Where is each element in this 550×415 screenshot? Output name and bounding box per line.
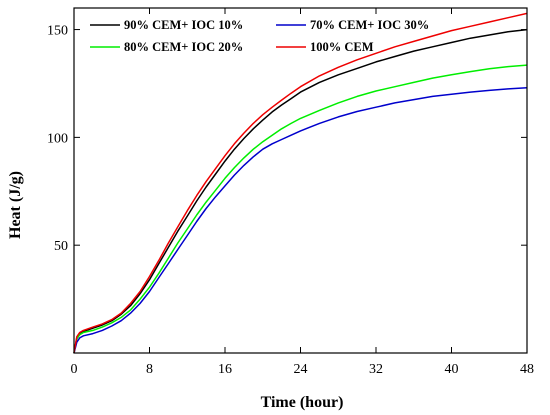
plot-area [73, 12, 528, 354]
legend-label-4: 100% CEM [310, 40, 374, 54]
series-line-2 [73, 64, 528, 354]
y-tick-label: 50 [54, 239, 68, 254]
x-tick-label: 24 [294, 362, 308, 377]
series-line-1 [73, 28, 528, 354]
x-tick-label: 16 [218, 362, 232, 377]
x-tick-label: 0 [71, 362, 78, 377]
x-tick-label: 8 [146, 362, 153, 377]
y-axis-label: Heat (J/g) [7, 171, 24, 239]
legend-label-2: 80% CEM+ IOC 20% [124, 40, 243, 54]
legend-label-3: 70% CEM+ IOC 30% [310, 18, 429, 32]
x-tick-label: 48 [520, 362, 534, 377]
x-tick-label: 32 [369, 362, 383, 377]
x-axis-label: Time (hour) [261, 394, 344, 411]
series-line-3 [73, 87, 528, 354]
legend: 90% CEM+ IOC 10% 80% CEM+ IOC 20% 70% CEM+… [90, 18, 429, 54]
y-tick-label: 100 [47, 131, 68, 146]
series-line-4 [73, 12, 528, 354]
x-tick-label: 40 [445, 362, 459, 377]
y-tick-label: 150 [47, 24, 68, 39]
legend-label-1: 90% CEM+ IOC 10% [124, 18, 243, 32]
axes: 0 8 16 24 32 40 48 50 100 150 [47, 7, 534, 377]
